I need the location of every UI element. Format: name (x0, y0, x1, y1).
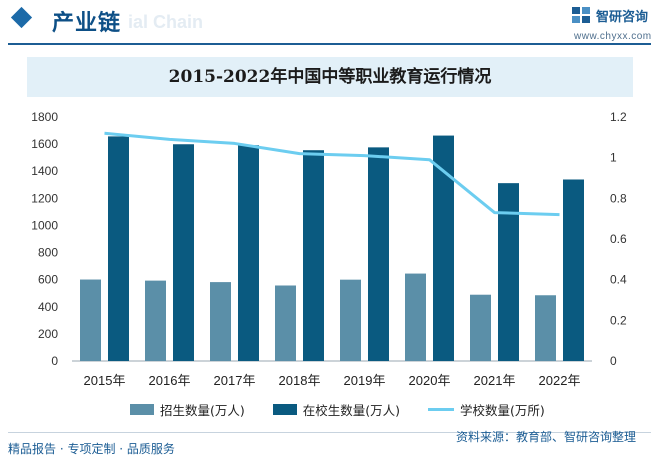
legend-swatch-schools (428, 407, 455, 411)
y-right-tick-label: 0 (610, 354, 617, 368)
legend-label-students: 在校生数量(万人) (302, 402, 401, 418)
section-title: 产业链 (52, 11, 122, 36)
y-right-tick-label: 0.2 (610, 313, 627, 327)
brand-name: 智研咨询 (596, 10, 649, 25)
bar-students (433, 135, 454, 361)
bar-enrollment (275, 285, 296, 361)
brand-logo-icon (572, 7, 590, 23)
chart-title: 2015-2022年中国中等职业教育运行情况 (168, 67, 492, 87)
y-left-tick-label: 1800 (31, 110, 58, 124)
bar-students (498, 183, 519, 361)
y-right-tick-label: 1.2 (610, 110, 627, 124)
line-schools (104, 131, 560, 217)
y-left-tick-label: 400 (38, 300, 58, 314)
bar-enrollment (210, 282, 231, 361)
brand-url: www.chyxx.com (574, 31, 652, 42)
y-left-tick-label: 1600 (31, 137, 58, 151)
legend-label-enrollment: 招生数量(万人) (160, 402, 245, 418)
bar-students (368, 147, 389, 361)
bar-enrollment (340, 279, 361, 361)
bar-students (303, 150, 324, 361)
ghost-watermark-text: ial Chain (128, 12, 204, 32)
y-left-tick-label: 1200 (31, 191, 58, 205)
bar-enrollment (405, 273, 426, 361)
footer-divider (8, 432, 651, 433)
title-band (27, 57, 633, 97)
top-header: 产业链 ial Chain 智研咨询 www.chyxx.com (0, 0, 659, 44)
y-left-tick-label: 0 (51, 354, 58, 368)
x-tick-label: 2015年 (84, 373, 126, 388)
x-tick-label: 2019年 (344, 373, 386, 388)
legend-item-schools: 学校数量(万所) (428, 400, 545, 419)
bar-enrollment (80, 279, 101, 361)
bar-students (238, 145, 259, 361)
y-left-tick-label: 1400 (31, 164, 58, 178)
legend-item-students: 在校生数量(万人) (272, 400, 401, 419)
x-tick-label: 2020年 (409, 373, 451, 388)
bar-enrollment (470, 294, 491, 361)
x-tick-label: 2022年 (539, 373, 581, 388)
x-tick-label: 2016年 (149, 373, 191, 388)
y-right-tick-label: 0.4 (610, 273, 627, 287)
x-tick-label: 2021年 (474, 373, 516, 388)
legend-swatch-enrollment (130, 403, 154, 415)
y-right-tick-label: 0.8 (610, 191, 627, 205)
y-left-tick-label: 200 (38, 327, 58, 341)
x-tick-label: 2017年 (214, 373, 256, 388)
x-tick-label: 2018年 (279, 373, 321, 388)
bar-students (108, 136, 129, 361)
legend-label-schools: 学校数量(万所) (460, 402, 545, 418)
legend-swatch-students (272, 403, 297, 415)
legend-item-enrollment: 招生数量(万人) (130, 400, 245, 419)
y-right-tick-label: 1 (610, 151, 617, 165)
y-left-tick-label: 1000 (31, 218, 58, 232)
bar-enrollment (145, 280, 166, 361)
source-note: 资料来源：教育部、智研咨询整理 (456, 430, 637, 444)
header-divider (8, 43, 651, 45)
bar-students (173, 144, 194, 361)
chart-legend: 招生数量(万人) 在校生数量(万人) 学校数量(万所) (130, 399, 573, 419)
bar-students (563, 179, 584, 361)
bar-enrollment (535, 295, 556, 361)
y-left-tick-label: 800 (38, 246, 58, 260)
y-left-tick-label: 600 (38, 273, 58, 287)
footer-tagline: 精品报告 · 专项定制 · 品质服务 (8, 442, 175, 456)
y-right-tick-label: 0.6 (610, 232, 627, 246)
